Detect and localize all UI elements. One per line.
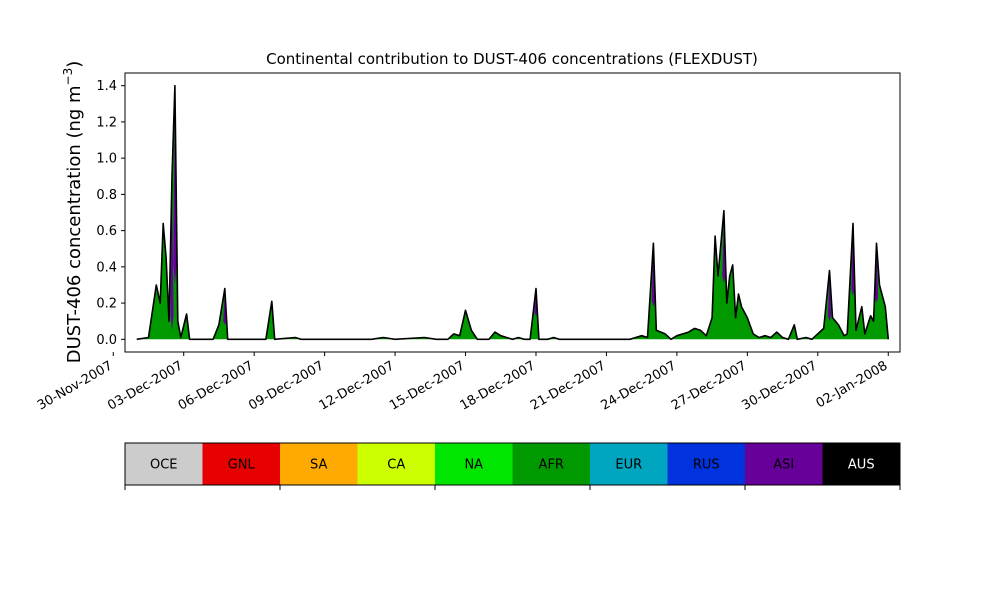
x-tick-label: 12-Dec-2007 <box>317 358 397 413</box>
x-tick-label: 24-Dec-2007 <box>598 358 678 413</box>
legend-swatch-rus <box>667 443 745 485</box>
y-tick-label: 1.4 <box>96 79 117 94</box>
area-asi-peak-0 <box>170 178 174 331</box>
y-tick-label: 1.2 <box>96 115 117 130</box>
y-axis-label-exp: −3 <box>61 68 75 86</box>
y-tick-label: 0.8 <box>96 188 117 203</box>
x-tick-label: 09-Dec-2007 <box>246 358 326 413</box>
x-tick-label: 03-Dec-2007 <box>105 358 185 413</box>
legend-swatch-sa <box>280 443 358 485</box>
x-tick-label: 30-Nov-2007 <box>35 358 115 413</box>
legend-label-sa: SA <box>310 458 327 473</box>
x-tick-label: 21-Dec-2007 <box>528 358 608 413</box>
total-line <box>136 84 890 341</box>
y-tick-label: 0.2 <box>96 297 117 312</box>
legend-label-asi: ASI <box>773 458 794 473</box>
y-tick-label: 0.0 <box>96 333 117 348</box>
y-axis-label: DUST-406 concentration (ng m−3) <box>61 61 85 364</box>
x-tick-label: 02-Jan-2008 <box>814 358 891 411</box>
legend-label-na: NA <box>464 458 483 473</box>
legend-swatch-na <box>435 443 513 485</box>
area-asi-peak-5 <box>722 212 726 284</box>
x-tick-label: 18-Dec-2007 <box>458 358 538 413</box>
x-tick-label: 27-Dec-2007 <box>669 358 749 413</box>
legend-label-rus: RUS <box>693 458 720 473</box>
legend-label-eur: EUR <box>615 458 642 473</box>
legend-swatch-ca <box>357 443 435 485</box>
legend-label-oce: OCE <box>150 458 178 473</box>
legend-label-ca: CA <box>387 458 405 473</box>
y-tick-label: 1.0 <box>96 152 117 167</box>
x-tick-label: 15-Dec-2007 <box>387 358 467 413</box>
plot-frame <box>124 72 901 353</box>
area-asi-peak-8 <box>874 245 879 304</box>
x-tick-label: 30-Dec-2007 <box>739 358 819 413</box>
area-afr <box>136 85 889 340</box>
legend-swatch-aus <box>822 443 900 485</box>
legend-swatch-oce <box>125 443 203 485</box>
y-axis-label-close: ) <box>64 61 85 68</box>
legend-swatch-afr <box>512 443 590 485</box>
legend-frame <box>124 442 901 486</box>
y-tick-label: 0.6 <box>96 224 117 239</box>
legend-swatch-asi <box>745 443 823 485</box>
x-tick-label: 06-Dec-2007 <box>176 358 256 413</box>
plot-area <box>136 84 890 341</box>
legend: OCE GNL SA CA NA AFR EUR RUS ASI AUS <box>124 442 901 490</box>
legend-swatch-gnl <box>202 443 280 485</box>
y-tick-label: 0.4 <box>96 260 117 275</box>
legend-label-aus: AUS <box>848 458 875 473</box>
y-axis-label-main: DUST-406 concentration (ng m <box>64 85 85 363</box>
area-asi-peak-1 <box>173 87 177 285</box>
legend-label-afr: AFR <box>539 458 564 473</box>
area-asi-peak-6 <box>827 272 832 322</box>
legend-swatch-eur <box>590 443 668 485</box>
chart-title: Continental contribution to DUST-406 con… <box>266 50 758 68</box>
legend-label-gnl: GNL <box>228 458 256 473</box>
